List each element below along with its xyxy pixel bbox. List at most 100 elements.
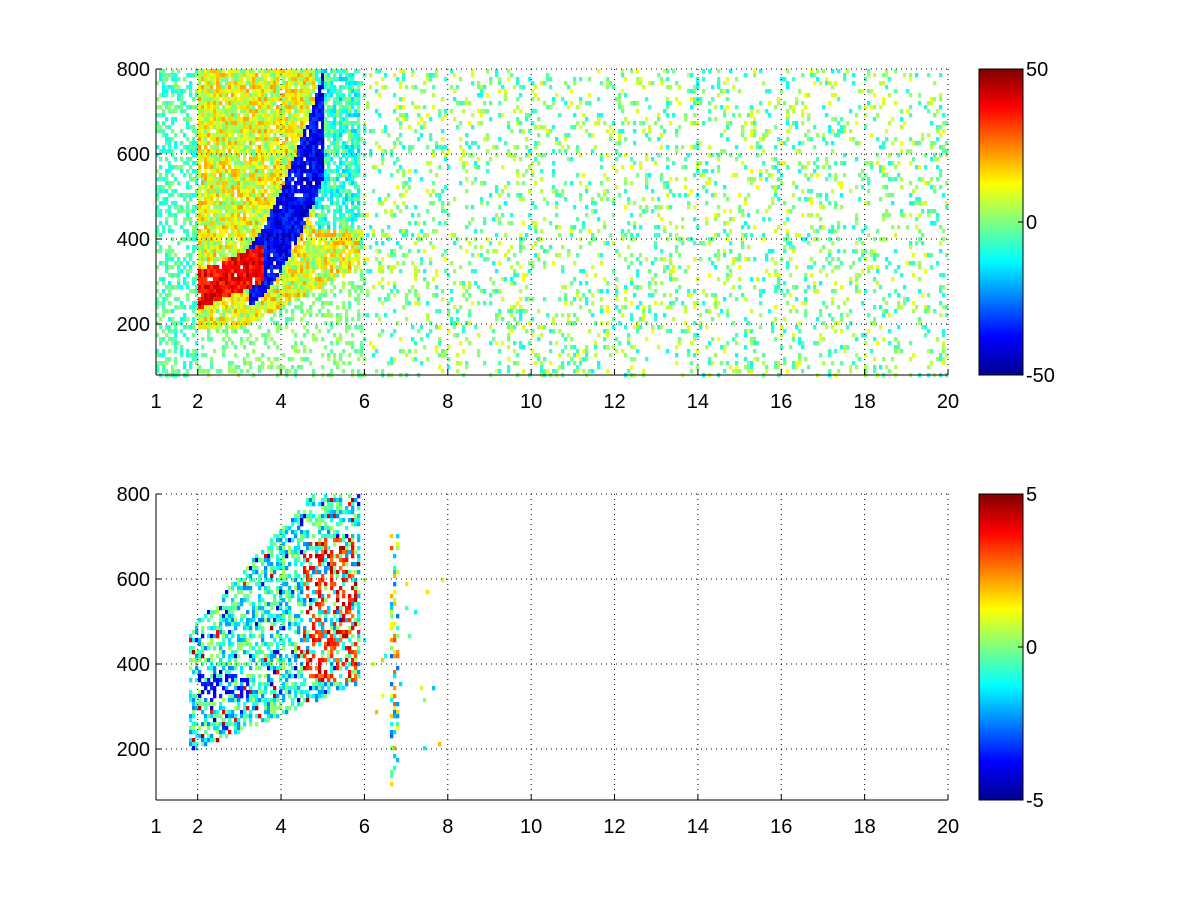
heatmap-cell bbox=[588, 77, 592, 82]
heatmap-cell bbox=[501, 213, 505, 218]
heatmap-cell bbox=[273, 133, 277, 138]
heatmap-cell bbox=[390, 249, 394, 254]
heatmap-cell bbox=[303, 313, 307, 318]
heatmap-cell bbox=[273, 165, 277, 170]
heatmap-cell bbox=[291, 257, 295, 262]
heatmap-cell bbox=[282, 277, 286, 282]
heatmap-cell bbox=[372, 229, 376, 234]
heatmap-cell bbox=[216, 225, 220, 230]
heatmap-cell bbox=[228, 81, 232, 86]
heatmap-cell bbox=[315, 137, 319, 142]
heatmap-cell bbox=[174, 189, 178, 194]
heatmap-cell bbox=[195, 361, 199, 366]
heatmap-cell bbox=[624, 297, 628, 302]
heatmap-cell bbox=[309, 69, 313, 74]
heatmap-cell bbox=[426, 113, 430, 118]
heatmap-cell bbox=[339, 101, 343, 106]
heatmap-cell bbox=[165, 89, 169, 94]
heatmap-cell bbox=[270, 225, 274, 230]
heatmap-cell bbox=[336, 361, 340, 366]
heatmap-cell bbox=[357, 297, 361, 302]
heatmap-cell bbox=[258, 249, 262, 254]
heatmap-cell bbox=[207, 225, 211, 230]
heatmap-cell bbox=[225, 89, 229, 94]
heatmap-cell bbox=[501, 85, 505, 90]
heatmap-cell bbox=[231, 289, 235, 294]
heatmap-cell bbox=[465, 189, 469, 194]
heatmap-cell bbox=[483, 361, 487, 366]
heatmap-cell bbox=[654, 205, 658, 210]
heatmap-cell bbox=[303, 229, 307, 234]
heatmap-cell bbox=[294, 189, 298, 194]
heatmap-cell bbox=[519, 245, 523, 250]
heatmap-cell bbox=[336, 205, 340, 210]
heatmap-cell bbox=[336, 233, 340, 238]
heatmap-cell bbox=[204, 297, 208, 302]
heatmap-cell bbox=[213, 209, 217, 214]
heatmap-cell bbox=[624, 325, 628, 330]
heatmap-cell bbox=[201, 141, 205, 146]
heatmap-cell bbox=[222, 169, 226, 174]
heatmap-cell bbox=[300, 157, 304, 162]
heatmap-cell bbox=[231, 137, 235, 142]
heatmap-cell bbox=[282, 157, 286, 162]
heatmap-cell bbox=[288, 69, 292, 74]
heatmap-cell bbox=[303, 221, 307, 226]
heatmap-cell bbox=[435, 145, 439, 150]
heatmap-cell bbox=[642, 129, 646, 134]
heatmap-cell bbox=[159, 93, 163, 98]
heatmap-cell bbox=[456, 353, 460, 358]
heatmap-cell bbox=[522, 277, 526, 282]
heatmap-cell bbox=[348, 173, 352, 178]
heatmap-cell bbox=[351, 341, 355, 346]
heatmap-cell bbox=[300, 357, 304, 362]
heatmap-cell bbox=[210, 185, 214, 190]
heatmap-cell bbox=[168, 101, 172, 106]
heatmap-cell bbox=[357, 89, 361, 94]
heatmap-cell bbox=[276, 89, 280, 94]
heatmap-cell bbox=[657, 153, 661, 158]
heatmap-cell bbox=[177, 69, 181, 74]
heatmap-cell bbox=[390, 269, 394, 274]
heatmap-cell bbox=[213, 249, 217, 254]
heatmap-cell bbox=[303, 89, 307, 94]
heatmap-cell bbox=[555, 225, 559, 230]
heatmap-cell bbox=[186, 293, 190, 298]
heatmap-cell bbox=[321, 273, 325, 278]
heatmap-cell bbox=[351, 173, 355, 178]
heatmap-cell bbox=[339, 237, 343, 242]
heatmap-cell bbox=[234, 261, 238, 266]
heatmap-cell bbox=[597, 69, 601, 74]
heatmap-cell bbox=[201, 325, 205, 330]
heatmap-cell bbox=[207, 213, 211, 218]
heatmap-cell bbox=[342, 213, 346, 218]
heatmap-cell bbox=[165, 269, 169, 274]
heatmap-cell bbox=[336, 89, 340, 94]
heatmap-cell bbox=[228, 281, 232, 286]
heatmap-cell bbox=[645, 185, 649, 190]
heatmap-cell bbox=[291, 269, 295, 274]
heatmap-cell bbox=[186, 185, 190, 190]
heatmap-cell bbox=[336, 129, 340, 134]
heatmap-cell bbox=[531, 317, 535, 322]
heatmap-cell bbox=[339, 241, 343, 246]
heatmap-cell bbox=[273, 273, 277, 278]
heatmap-cell bbox=[564, 81, 568, 86]
heatmap-cell bbox=[309, 277, 313, 282]
heatmap-cell bbox=[216, 193, 220, 198]
heatmap-cell bbox=[198, 101, 202, 106]
heatmap-cell bbox=[219, 129, 223, 134]
heatmap-cell bbox=[177, 305, 181, 310]
heatmap-cell bbox=[417, 297, 421, 302]
heatmap-cell bbox=[228, 97, 232, 102]
heatmap-cell bbox=[165, 333, 169, 338]
heatmap-cell bbox=[474, 237, 478, 242]
heatmap-cell bbox=[519, 297, 523, 302]
heatmap-cell bbox=[204, 97, 208, 102]
heatmap-cell bbox=[246, 317, 250, 322]
heatmap-cell bbox=[531, 245, 535, 250]
heatmap-cell bbox=[198, 233, 202, 238]
heatmap-cell bbox=[513, 273, 517, 278]
heatmap-cell bbox=[597, 333, 601, 338]
heatmap-cell bbox=[306, 85, 310, 90]
